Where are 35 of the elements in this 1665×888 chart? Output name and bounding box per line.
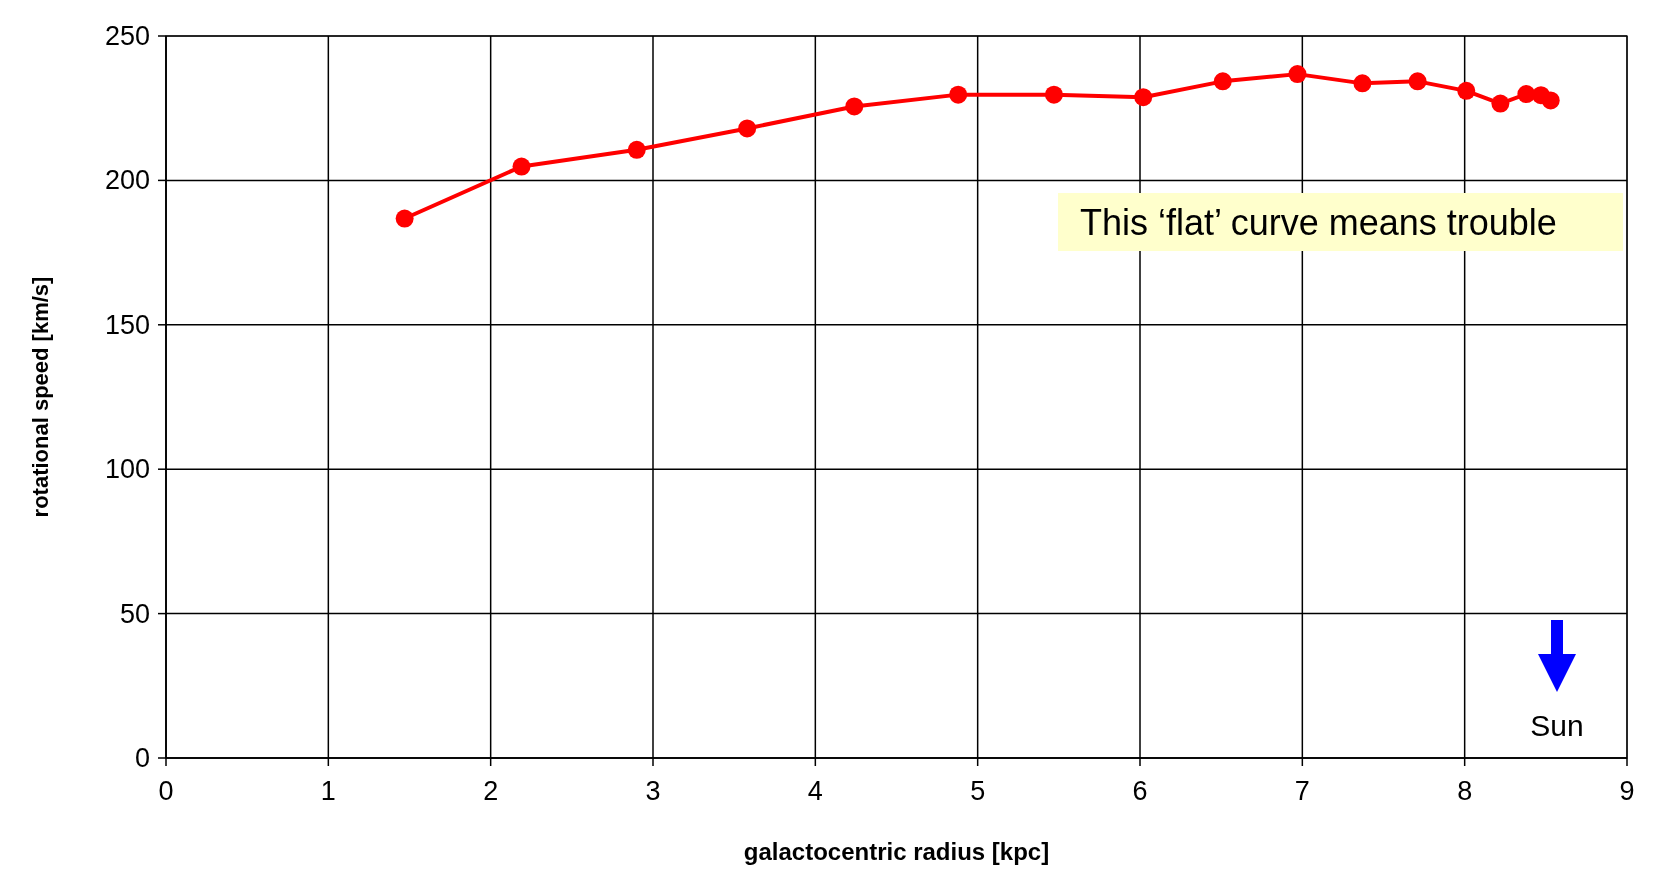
x-tick-label: 0	[158, 776, 174, 806]
x-tick-label: 9	[1619, 776, 1635, 806]
point	[738, 119, 757, 138]
x-tick-label: 3	[645, 776, 661, 806]
point	[1134, 88, 1153, 107]
point	[1541, 91, 1560, 110]
x-tick-label: 4	[807, 776, 823, 806]
point	[627, 140, 646, 159]
x-axis-title: galactocentric radius [kpc]	[743, 838, 1050, 865]
y-axis-title: rotational speed [km/s]	[28, 276, 53, 518]
point	[1288, 65, 1307, 84]
x-tick-label: 2	[483, 776, 499, 806]
point	[1044, 85, 1063, 104]
y-tick-label: 150	[104, 309, 150, 340]
x-tick-label: 6	[1132, 776, 1148, 806]
point	[395, 209, 414, 228]
point	[845, 97, 864, 116]
point	[1457, 81, 1476, 100]
y-tick-label: 0	[134, 743, 150, 773]
annotation: This ‘flat’ curve means trouble	[1080, 201, 1557, 243]
x-tick-label: 7	[1294, 776, 1310, 806]
x-tick-label: 5	[970, 776, 986, 806]
x-tick-label: 8	[1457, 776, 1473, 806]
y-tick-label: 50	[119, 598, 150, 629]
annotation: Sun	[1530, 709, 1584, 742]
point	[1353, 74, 1372, 93]
point	[512, 157, 531, 176]
point	[1213, 72, 1232, 91]
x-tick-label: 1	[320, 776, 336, 806]
y-tick-label: 100	[104, 454, 150, 485]
point	[1491, 94, 1510, 113]
y-tick-label: 200	[104, 165, 150, 196]
y-tick-label: 250	[104, 21, 150, 51]
point	[1408, 72, 1427, 91]
point	[949, 85, 968, 104]
